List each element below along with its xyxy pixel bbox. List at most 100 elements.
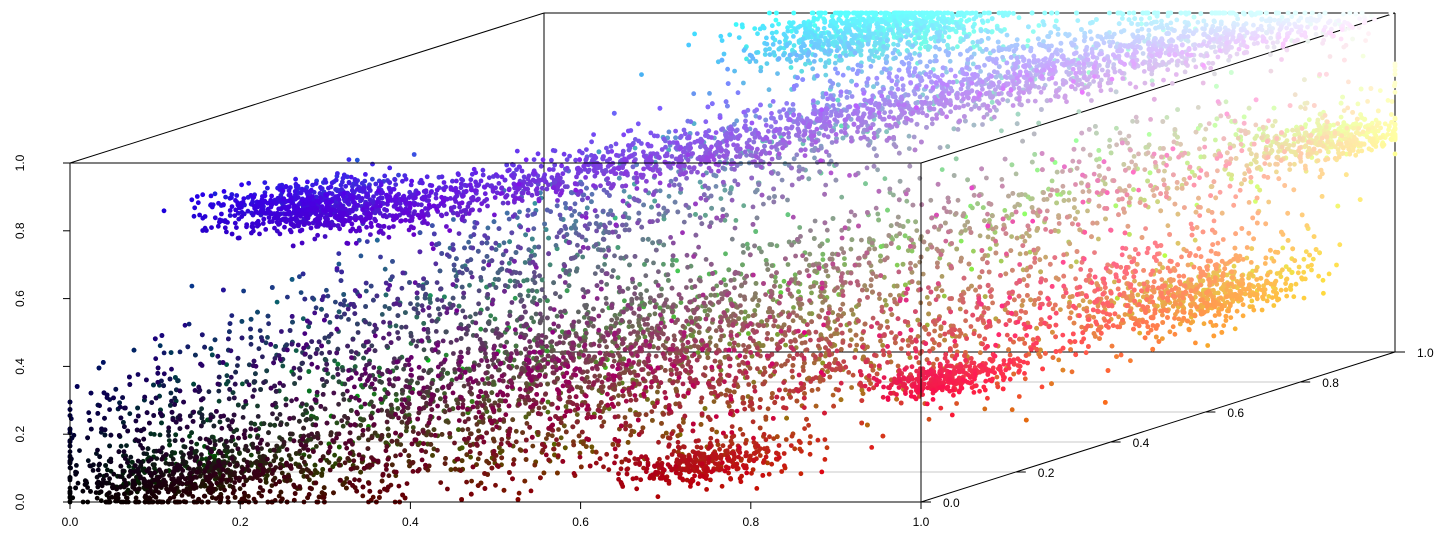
data-point <box>1274 169 1279 175</box>
data-point <box>1392 89 1398 95</box>
data-point <box>809 290 814 296</box>
data-point <box>1198 168 1204 173</box>
data-point <box>906 61 912 66</box>
data-point <box>902 233 908 239</box>
data-point <box>1346 79 1351 85</box>
data-point <box>512 295 518 301</box>
data-point <box>820 251 826 257</box>
data-point <box>924 125 929 130</box>
data-point <box>1147 15 1153 21</box>
data-point <box>904 198 910 204</box>
data-point <box>777 39 782 45</box>
data-point <box>1338 100 1344 106</box>
data-point <box>1062 93 1068 99</box>
data-point <box>794 57 799 63</box>
data-point <box>1265 272 1270 278</box>
data-point <box>896 245 901 251</box>
data-point <box>829 13 835 19</box>
data-point <box>1287 167 1293 173</box>
data-point <box>1240 302 1246 308</box>
data-point <box>1388 10 1394 16</box>
data-point <box>1107 43 1113 49</box>
data-point <box>1012 204 1018 210</box>
data-point <box>1134 119 1140 124</box>
data-point <box>1292 161 1297 167</box>
data-point <box>1268 52 1273 58</box>
data-point <box>1284 276 1290 282</box>
data-point <box>1210 227 1215 233</box>
data-point <box>1013 171 1019 177</box>
data-point <box>940 72 945 78</box>
data-point <box>1061 62 1067 68</box>
data-point <box>1360 129 1366 135</box>
data-point <box>1119 70 1125 76</box>
data-point <box>1304 223 1310 229</box>
data-point <box>1244 30 1250 36</box>
data-point <box>1243 287 1248 293</box>
data-point <box>1332 22 1338 27</box>
data-point <box>1350 25 1355 30</box>
data-point <box>1077 54 1083 59</box>
data-point <box>977 233 983 239</box>
data-point <box>1212 19 1217 25</box>
data-point <box>1360 53 1366 59</box>
data-point <box>1049 54 1054 60</box>
data-point <box>1169 58 1175 63</box>
data-point <box>1114 125 1119 131</box>
data-point <box>1233 194 1239 200</box>
data-point <box>1230 275 1235 280</box>
data-point <box>686 42 692 48</box>
data-point <box>1263 147 1269 152</box>
data-point <box>1080 298 1086 304</box>
data-point <box>1323 157 1328 163</box>
data-point <box>1224 294 1229 300</box>
data-point <box>753 229 759 234</box>
data-point <box>1254 277 1260 282</box>
data-point <box>1162 253 1168 258</box>
data-point <box>1041 43 1047 49</box>
data-point <box>1038 269 1043 275</box>
data-point <box>1270 40 1276 46</box>
data-point <box>1192 46 1198 52</box>
data-point <box>1321 290 1326 296</box>
data-point <box>1339 133 1345 139</box>
data-point <box>1299 275 1304 281</box>
data-point <box>954 246 960 252</box>
data-point <box>1087 152 1093 158</box>
data-point <box>1024 72 1030 78</box>
data-point <box>1036 58 1041 63</box>
data-point <box>1212 122 1218 128</box>
data-point <box>801 50 807 56</box>
data-point <box>967 76 973 82</box>
data-point <box>928 70 934 75</box>
data-point <box>1105 72 1111 78</box>
data-point <box>1221 136 1227 142</box>
data-point <box>1125 140 1130 146</box>
data-point <box>907 72 913 78</box>
data-point <box>904 55 909 61</box>
data-point <box>1099 51 1104 57</box>
data-point <box>822 19 828 25</box>
data-point <box>1029 159 1035 165</box>
data-point <box>1172 201 1178 207</box>
data-point <box>1008 248 1014 254</box>
data-point <box>1041 57 1046 63</box>
data-point <box>1253 122 1259 128</box>
data-point <box>889 86 895 91</box>
data-point <box>1263 255 1269 261</box>
data-point <box>766 87 772 93</box>
data-point <box>1249 12 1255 18</box>
data-point <box>1083 48 1088 53</box>
data-point <box>1179 186 1185 191</box>
data-point <box>1293 281 1299 287</box>
data-point <box>721 51 727 57</box>
data-point <box>1324 134 1330 140</box>
data-point <box>953 156 959 162</box>
data-point <box>1041 22 1047 28</box>
data-point <box>918 41 924 47</box>
data-point <box>1284 25 1289 31</box>
data-point <box>912 69 917 75</box>
data-point <box>1136 38 1142 43</box>
data-point <box>1026 58 1032 64</box>
data-point <box>835 82 841 88</box>
